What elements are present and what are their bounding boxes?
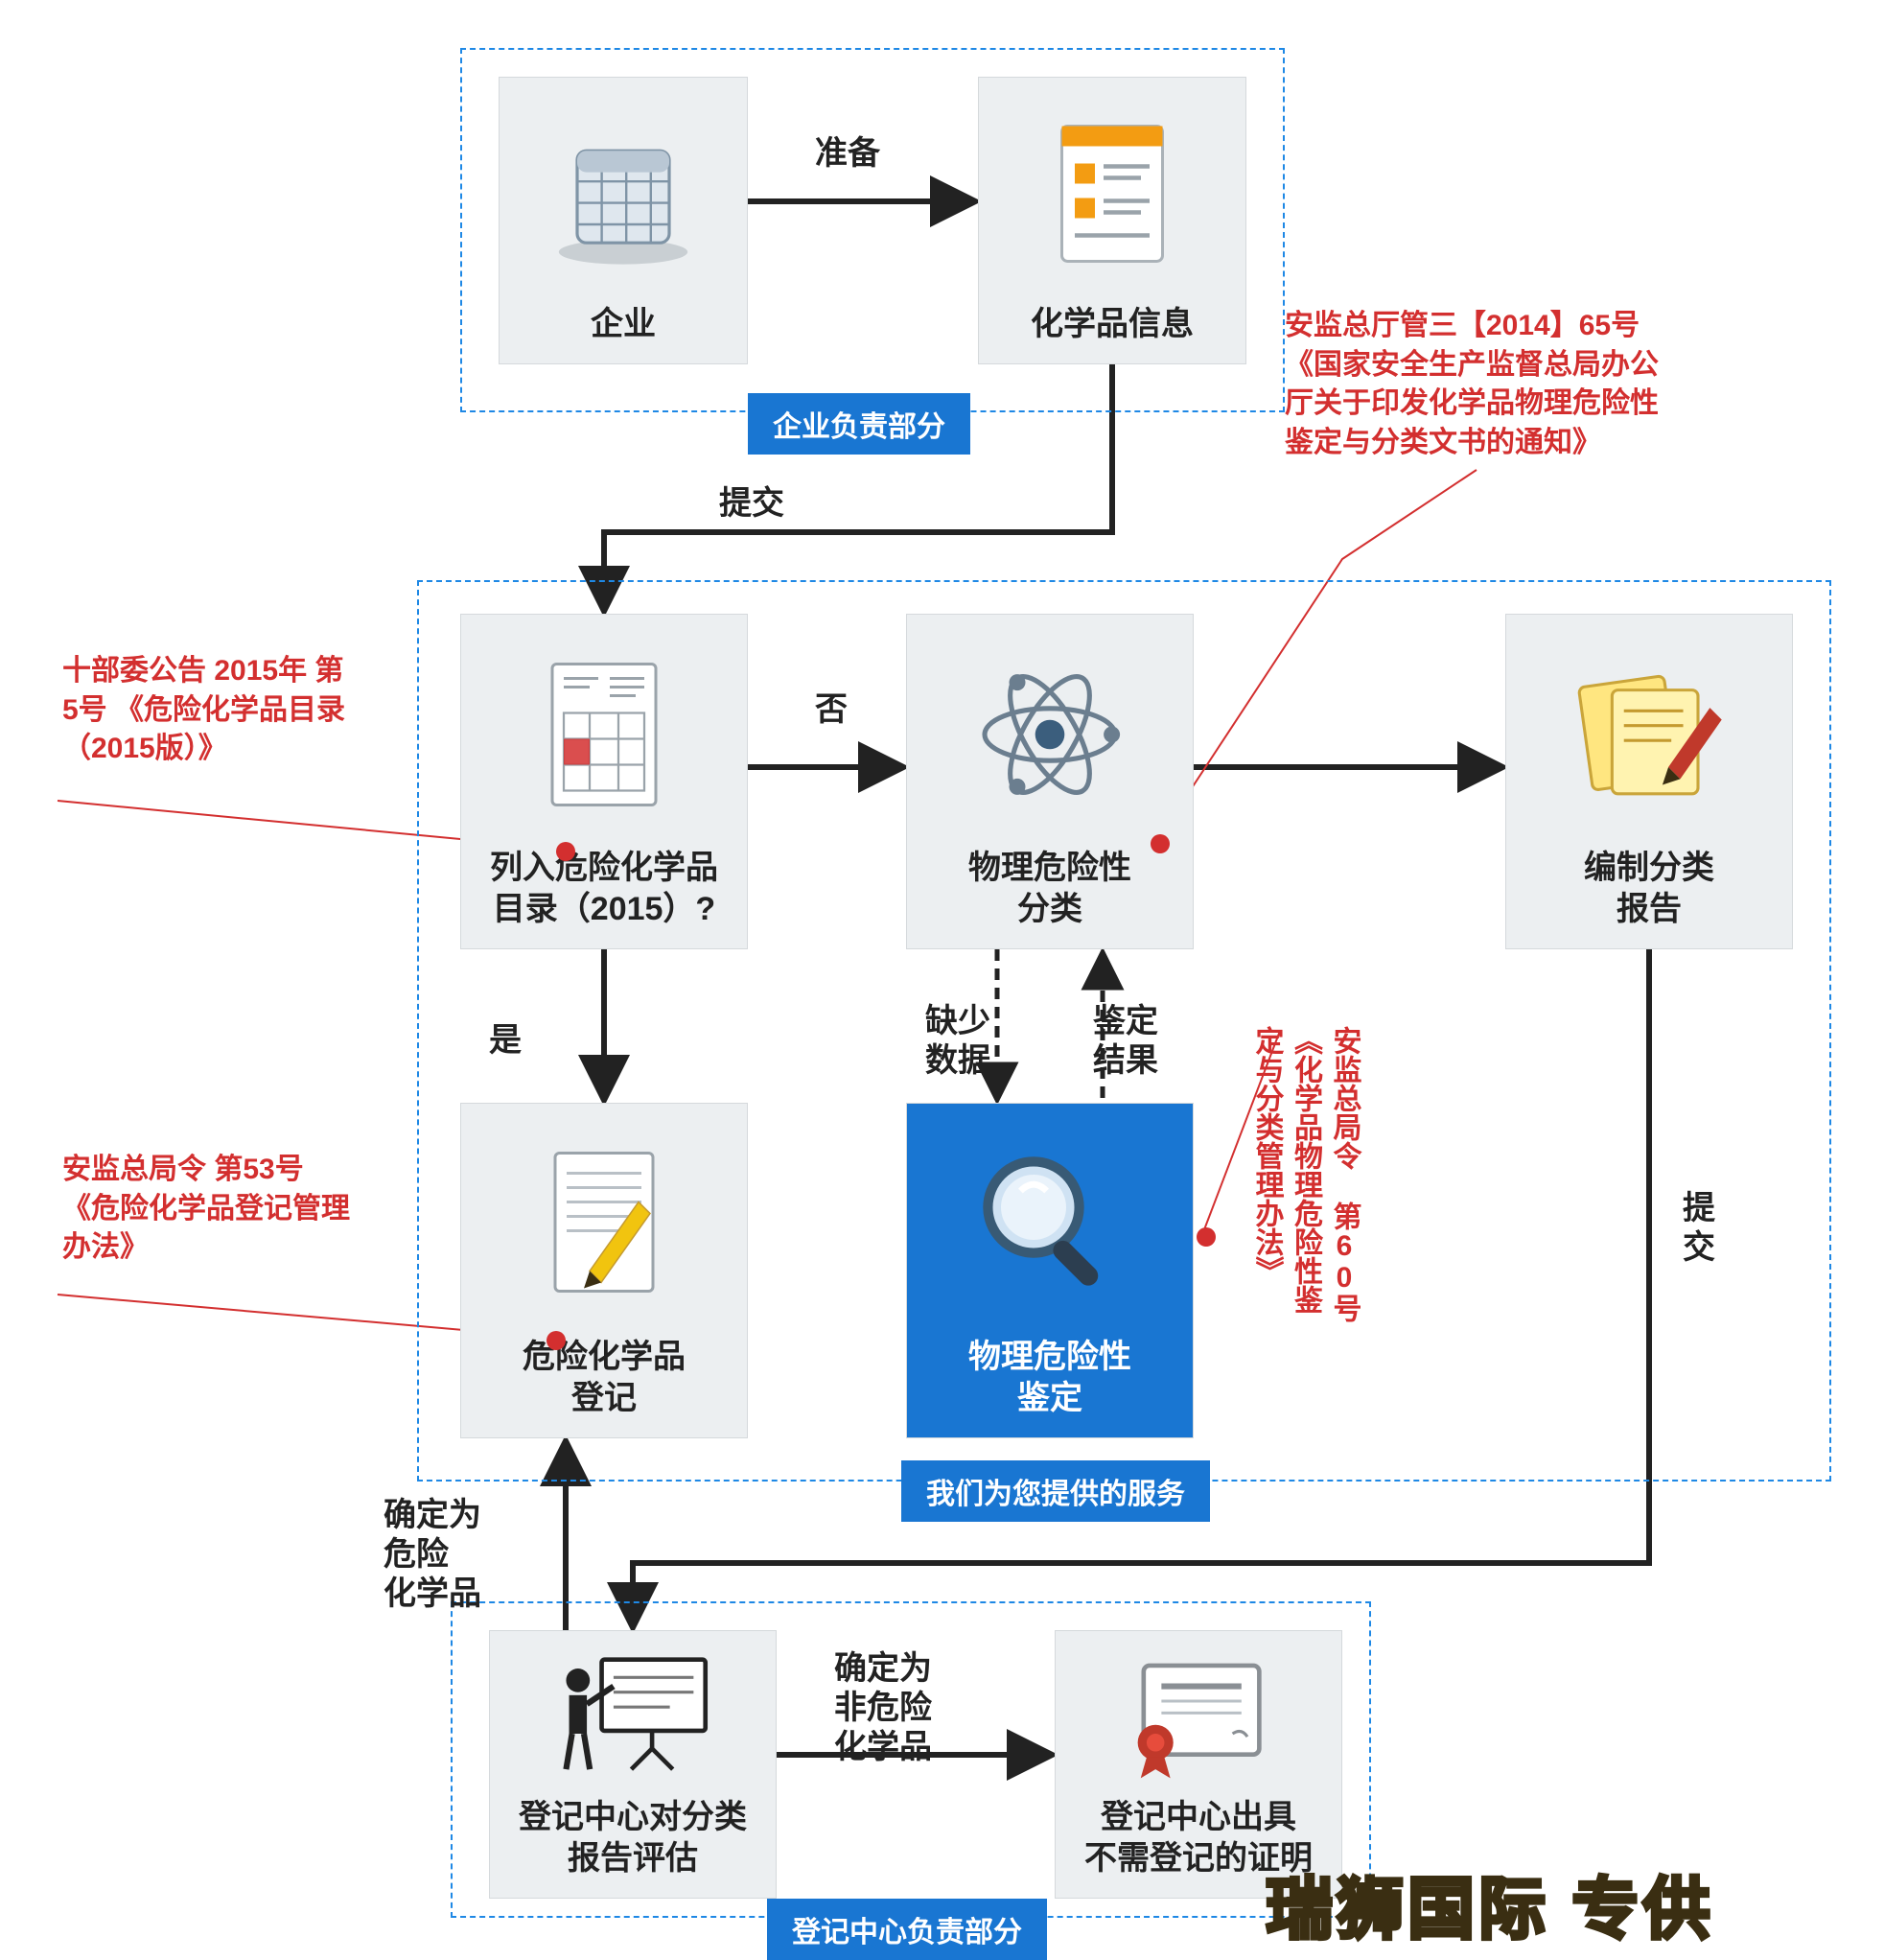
node-phys: 物理危险性分类 (906, 614, 1194, 949)
marker-dot (1151, 834, 1170, 853)
node-report-label: 编制分类报告 (1584, 848, 1714, 929)
edge-hazard: 确定为危险化学品 (384, 1496, 481, 1613)
watermark: 瑞狮国际 专供 (1266, 1855, 1713, 1952)
annotation-appraise: 安监总局令 第60号《化学品物理危险性鉴定与分类管理办法》 (1246, 1026, 1363, 1438)
annotation-catalog: 十部委公告 2015年 第5号 《危险化学品目录（2015版）》 (62, 652, 345, 769)
edge-submit1: 提交 (719, 484, 784, 524)
node-register: 危险化学品登记 (460, 1103, 748, 1438)
node-review-label: 登记中心对分类报告评估 (519, 1797, 747, 1878)
document-pen-icon (473, 1119, 735, 1327)
atom-icon (919, 630, 1181, 838)
node-phys-label: 物理危险性分类 (968, 848, 1131, 929)
node-report: 编制分类报告 (1505, 614, 1793, 949)
annotation-phys: 安监总厅管三【2014】65号《国家安全生产监督总局办公厅关于印发化学品物理危险… (1285, 307, 1659, 462)
section-center-label: 登记中心负责部分 (767, 1899, 1047, 1960)
node-enterprise-label: 企业 (591, 304, 656, 345)
building-icon (511, 93, 735, 294)
node-cheminfo: 化学品信息 (978, 77, 1246, 364)
node-review: 登记中心对分类报告评估 (489, 1630, 777, 1899)
document-list-icon (990, 93, 1234, 294)
presentation-icon (501, 1646, 764, 1787)
node-catalog-label: 列入危险化学品目录（2015）? (490, 848, 718, 929)
edge-submit2: 提交 (1683, 1189, 1715, 1268)
annotation-register: 安监总局令 第53号《危险化学品登记管理办法》 (62, 1151, 350, 1268)
node-appraise: 物理危险性鉴定 (906, 1103, 1194, 1438)
section-enterprise-label: 企业负责部分 (748, 393, 970, 455)
edge-nohazard: 确定为非危险化学品 (834, 1649, 932, 1766)
node-appraise-label: 物理危险性鉴定 (968, 1337, 1131, 1418)
notes-pen-icon (1518, 630, 1780, 838)
document-grid-icon (473, 630, 735, 838)
edge-result: 鉴定结果 (1093, 1002, 1158, 1081)
marker-dot (556, 842, 575, 861)
section-service-label: 我们为您提供的服务 (901, 1460, 1210, 1522)
marker-dot (547, 1331, 566, 1350)
marker-dot (1197, 1227, 1216, 1247)
certificate-icon (1067, 1646, 1330, 1787)
node-register-label: 危险化学品登记 (523, 1337, 686, 1418)
edge-prepare: 准备 (815, 134, 880, 174)
magnifier-icon (919, 1119, 1181, 1327)
node-cheminfo-label: 化学品信息 (1031, 304, 1194, 345)
edge-lack: 缺少数据 (925, 1002, 990, 1081)
edge-yes: 是 (489, 1021, 522, 1061)
node-catalog: 列入危险化学品目录（2015）? (460, 614, 748, 949)
edge-no: 否 (815, 690, 848, 730)
node-enterprise: 企业 (499, 77, 748, 364)
